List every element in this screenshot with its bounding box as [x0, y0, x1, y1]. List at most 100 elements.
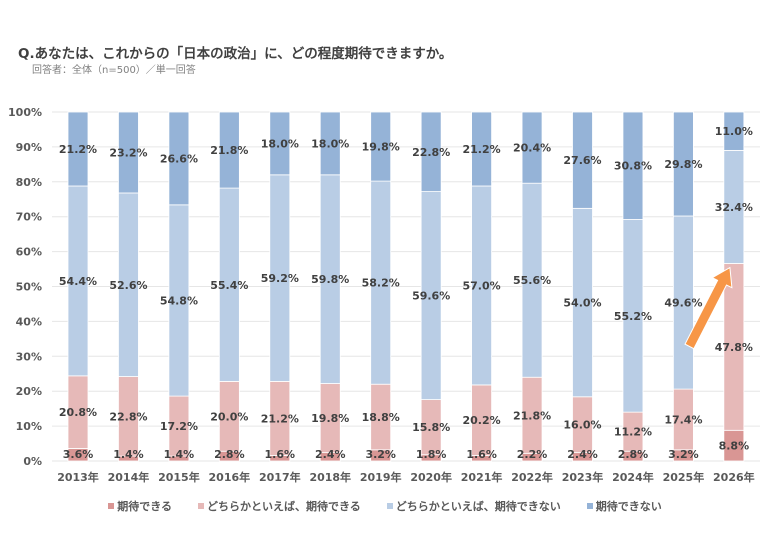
legend-item: 期待できない [586, 498, 662, 514]
y-tick-label: 50% [16, 281, 42, 294]
legend-swatch [586, 503, 593, 509]
x-tick-label: 2019年 [360, 470, 402, 484]
legend-label: どちらかといえば、期待できる [207, 500, 361, 513]
data-label: 22.8% [412, 146, 450, 159]
data-label: 26.6% [160, 152, 198, 165]
data-label: 21.2% [463, 143, 501, 156]
trend-arrow [684, 266, 733, 350]
data-label: 1.8% [416, 448, 447, 461]
bar-segment [269, 111, 291, 176]
bar-segment [673, 111, 694, 217]
legend-item: どちらかといえば、期待できる [198, 498, 361, 514]
data-label: 54.0% [563, 297, 601, 310]
data-label: 11.2% [614, 426, 652, 439]
data-label: 1.6% [265, 448, 296, 461]
bar-segment [168, 111, 190, 206]
data-label: 52.6% [109, 279, 147, 292]
data-label: 2.8% [214, 448, 245, 461]
x-tick-label: 2023年 [562, 470, 604, 484]
x-tick-label: 2013年 [57, 470, 99, 484]
data-label: 3.2% [668, 448, 699, 461]
data-label: 21.2% [261, 412, 299, 425]
y-tick-label: 80% [16, 176, 42, 189]
data-label: 18.0% [311, 137, 349, 150]
y-tick-label: 60% [16, 246, 42, 259]
bar-segment [370, 111, 392, 182]
data-label: 55.6% [513, 274, 551, 287]
data-label: 18.8% [362, 411, 400, 424]
y-axis-ticks: 0% 10% 20% 30% 40% 50% 60% 70% 80% 90% 100% [8, 106, 42, 468]
data-label: 59.6% [412, 290, 450, 303]
data-label: 54.4% [59, 275, 97, 288]
data-label: 55.2% [614, 310, 652, 323]
data-label: 2.4% [567, 448, 598, 461]
bar-segment [622, 111, 644, 220]
annotations [684, 266, 733, 350]
data-label: 17.2% [160, 420, 198, 433]
legend-swatch [386, 503, 393, 509]
legend: 期待できる どちらかといえば、期待できる どちらかといえば、期待できない 期待できない [0, 498, 770, 514]
data-label: 20.2% [463, 414, 501, 427]
y-tick-label: 10% [16, 420, 42, 433]
data-label: 22.8% [109, 410, 147, 423]
data-label: 30.8% [614, 160, 652, 173]
legend-label: 期待できる [117, 500, 172, 513]
data-label: 57.0% [463, 279, 501, 292]
bar-segment [723, 111, 745, 151]
data-label: 11.0% [715, 125, 753, 138]
data-label: 1.4% [113, 448, 144, 461]
data-label: 20.8% [59, 406, 97, 419]
data-label: 55.4% [210, 279, 248, 292]
data-label: 3.6% [63, 448, 94, 461]
data-label: 17.4% [664, 413, 702, 426]
data-label: 8.8% [719, 440, 750, 453]
legend-label: 期待できない [595, 500, 662, 513]
y-tick-label: 70% [16, 211, 42, 224]
data-label: 32.4% [715, 201, 753, 214]
bar-segment [67, 111, 89, 187]
x-tick-label: 2026年 [713, 470, 755, 484]
data-label: 21.8% [513, 409, 551, 422]
data-label: 59.8% [311, 273, 349, 286]
data-label: 49.6% [664, 297, 702, 310]
data-label: 2.8% [618, 448, 649, 461]
x-tick-label: 2016年 [209, 470, 251, 484]
legend-swatch [108, 503, 115, 509]
x-tick-label: 2021年 [461, 470, 503, 484]
y-tick-label: 30% [16, 350, 42, 363]
x-tick-label: 2022年 [511, 470, 553, 484]
bar-segment [218, 111, 240, 189]
data-label: 1.4% [164, 448, 195, 461]
data-label: 20.0% [210, 410, 248, 423]
bar-segment [319, 111, 341, 176]
x-tick-label: 2017年 [259, 470, 301, 484]
bar-segment [420, 111, 442, 192]
gridlines [52, 111, 760, 462]
bar-segment [118, 111, 139, 194]
bar-segment [521, 111, 543, 184]
data-label: 27.6% [563, 154, 601, 167]
data-label: 1.6% [466, 448, 497, 461]
data-label: 2.4% [315, 448, 346, 461]
chart-title: Q.あなたは、これからの「日本の政治」に、どの程度期待できますか。 [18, 46, 453, 62]
data-label: 19.8% [362, 141, 400, 154]
data-label: 19.8% [311, 412, 349, 425]
data-label: 29.8% [664, 158, 702, 171]
bar-segment [471, 111, 493, 187]
data-label: 59.2% [261, 272, 299, 285]
chart-subtitle: 回答者：全体（n=500）／単一回答 [32, 65, 196, 76]
x-tick-label: 2024年 [612, 470, 654, 484]
legend-label: どちらかといえば、期待できない [395, 500, 561, 513]
data-labels: 3.6% 20.8% 54.4% 21.2% 1.4% 22.8% 52.6% 23.2% 1.… [59, 125, 753, 461]
data-label: 23.2% [109, 146, 147, 159]
y-tick-label: 20% [16, 385, 42, 398]
data-label: 58.2% [362, 277, 400, 290]
y-tick-label: 90% [16, 141, 42, 154]
data-label: 54.8% [160, 294, 198, 307]
data-label: 15.8% [412, 421, 450, 434]
data-label: 21.2% [59, 143, 97, 156]
y-tick-label: 40% [16, 315, 42, 328]
data-label: 18.0% [261, 137, 299, 150]
data-label: 47.8% [715, 341, 753, 354]
